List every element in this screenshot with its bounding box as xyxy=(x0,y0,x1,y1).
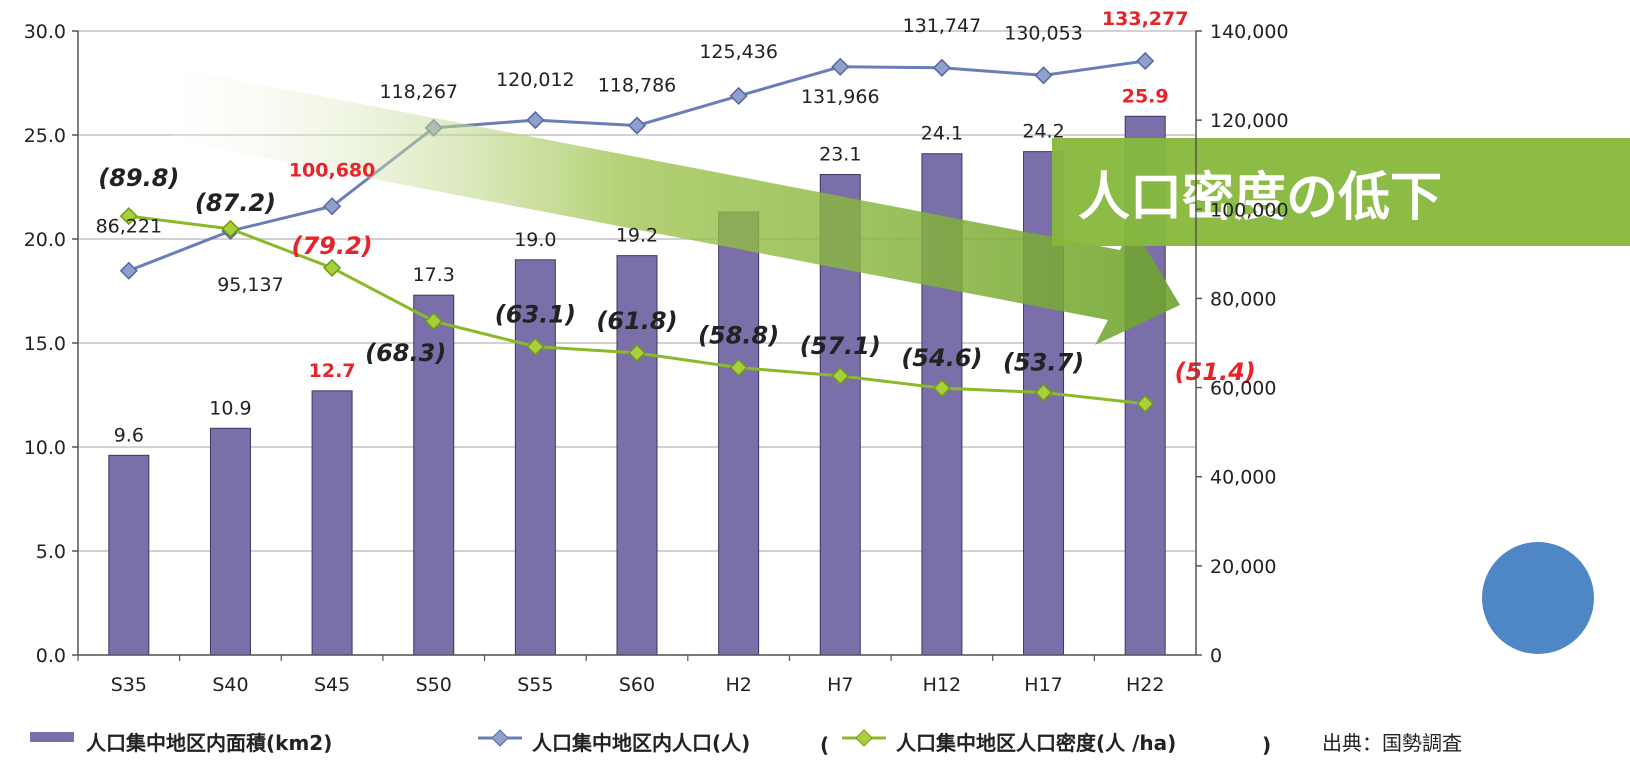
density-value-label: (51.4) xyxy=(1175,358,1256,386)
density-value-label: (61.8) xyxy=(596,307,677,335)
x-tick-label: H7 xyxy=(827,674,853,696)
legend-open-paren: ( xyxy=(820,733,829,757)
right-tick-label: 120,000 xyxy=(1210,110,1289,132)
legend-population-label: 人口集中地区内人口(人) xyxy=(532,731,750,755)
left-tick-label: 20.0 xyxy=(24,229,66,251)
density-value-label: (57.1) xyxy=(800,332,881,360)
population-value-label: 130,053 xyxy=(1004,22,1083,44)
density-value-label: (68.3) xyxy=(365,339,446,367)
population-value-label: 133,277 xyxy=(1102,8,1189,30)
x-tick-label: S50 xyxy=(416,674,452,696)
population-value-label: 131,966 xyxy=(801,86,880,108)
population-value-label: 131,747 xyxy=(903,15,982,37)
left-tick-label: 5.0 xyxy=(36,541,66,563)
bar-value-label: 24.1 xyxy=(921,123,963,145)
population-point xyxy=(1136,51,1155,71)
density-value-label: (87.2) xyxy=(195,189,276,217)
bar-value-label: 24.2 xyxy=(1022,121,1064,143)
density-point xyxy=(221,219,240,238)
bar-value-label: 19.2 xyxy=(616,225,658,247)
bar-value-label: 9.6 xyxy=(114,424,144,446)
density-value-label: (63.1) xyxy=(495,301,576,329)
trend-arrow xyxy=(170,70,1180,345)
bar-value-label: 12.7 xyxy=(309,360,356,382)
legend-density-label: 人口集中地区人口密度(人 /ha) xyxy=(896,731,1176,755)
population-value-label: 86,221 xyxy=(96,216,162,238)
left-tick-label: 30.0 xyxy=(24,21,66,43)
x-tick-label: S35 xyxy=(111,674,147,696)
bar xyxy=(311,390,353,656)
legend-bar-label: 人口集中地区内面積(km2) xyxy=(86,731,332,755)
right-tick-label: 100,000 xyxy=(1210,199,1289,221)
source-note: 出典：国勢調査 xyxy=(1322,731,1462,755)
density-point xyxy=(932,379,951,398)
right-tick-label: 40,000 xyxy=(1210,467,1276,489)
population-value-label: 118,786 xyxy=(598,75,677,97)
x-tick-label: S55 xyxy=(517,674,553,696)
bar xyxy=(108,454,150,656)
population-point xyxy=(729,86,748,105)
density-value-label: (79.2) xyxy=(292,232,373,260)
bar xyxy=(209,427,251,656)
population-value-label: 95,137 xyxy=(217,274,283,296)
population-value-label: 125,436 xyxy=(699,41,778,63)
bar-value-label: 10.9 xyxy=(209,397,251,419)
bar-value-label: 19.0 xyxy=(514,229,556,251)
population-point xyxy=(119,261,138,280)
density-point xyxy=(323,258,342,277)
density-value-label: (58.8) xyxy=(698,322,779,350)
density-point xyxy=(729,358,748,377)
x-tick-label: S60 xyxy=(619,674,655,696)
density-value-label: (53.7) xyxy=(1003,349,1084,377)
x-tick-label: H2 xyxy=(725,674,751,696)
x-tick-label: H12 xyxy=(923,674,961,696)
density-value-label: (89.8) xyxy=(98,164,179,192)
bar-value-label: 25.9 xyxy=(1122,85,1169,107)
x-tick-label: H17 xyxy=(1024,674,1062,696)
legend-population-marker xyxy=(491,729,509,747)
density-value-label: (54.6) xyxy=(901,344,982,372)
left-tick-label: 15.0 xyxy=(24,333,66,355)
x-tick-label: S45 xyxy=(314,674,350,696)
legend-close-paren: ) xyxy=(1262,733,1271,757)
population-point xyxy=(627,116,647,135)
population-point xyxy=(932,58,951,77)
density-point xyxy=(627,343,647,363)
left-tick-label: 0.0 xyxy=(36,645,66,667)
population-point xyxy=(526,111,545,130)
bar xyxy=(514,259,556,656)
x-tick-label: S40 xyxy=(212,674,248,696)
population-value-label: 118,267 xyxy=(379,81,458,103)
legend-density-marker xyxy=(855,729,873,747)
population-value-label: 120,012 xyxy=(496,69,575,91)
bar-value-label: 17.3 xyxy=(413,264,455,286)
density-point xyxy=(831,366,850,385)
population-point xyxy=(1034,66,1053,85)
population-value-label: 100,680 xyxy=(289,159,376,181)
density-point xyxy=(119,207,138,226)
bar xyxy=(718,211,760,656)
population-point xyxy=(323,197,342,216)
density-point xyxy=(424,312,443,331)
density-point xyxy=(1034,383,1053,402)
decorative-circle xyxy=(1482,542,1594,654)
left-tick-label: 10.0 xyxy=(24,437,66,459)
density-point xyxy=(526,337,545,356)
density-point xyxy=(1136,394,1155,413)
right-tick-label: 20,000 xyxy=(1210,556,1276,578)
right-tick-label: 140,000 xyxy=(1210,21,1289,43)
legend-bar-swatch xyxy=(30,732,74,742)
population-point xyxy=(831,57,850,76)
right-tick-label: 0 xyxy=(1210,645,1222,667)
callout-box xyxy=(1052,138,1630,246)
right-tick-label: 60,000 xyxy=(1210,378,1276,400)
x-tick-label: H22 xyxy=(1126,674,1164,696)
bar-value-label: 23.1 xyxy=(819,144,861,166)
right-tick-label: 80,000 xyxy=(1210,288,1276,310)
bar xyxy=(616,255,658,656)
left-tick-label: 25.0 xyxy=(24,125,66,147)
callout-text: 人口密度の低下 xyxy=(1078,168,1442,228)
